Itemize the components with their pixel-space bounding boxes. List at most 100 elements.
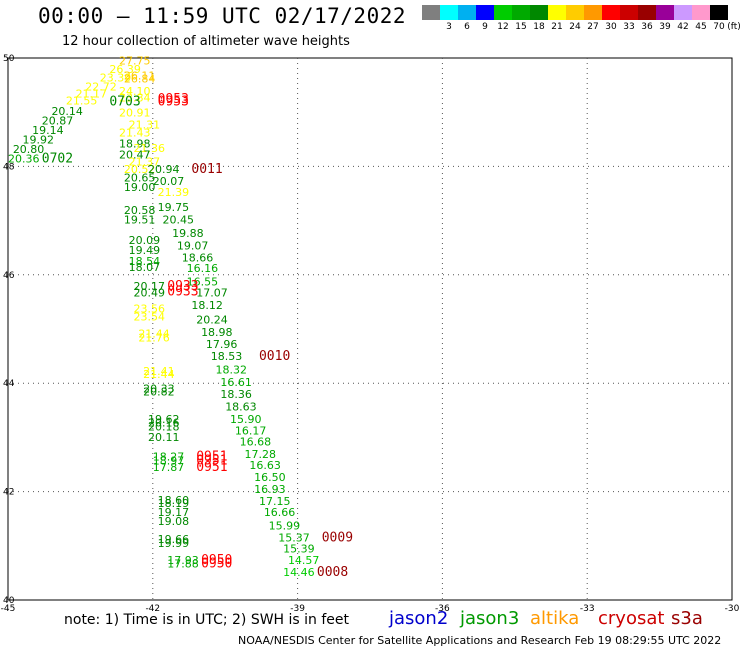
scale-swatch	[602, 5, 620, 20]
wave-height-label: 21.44	[143, 368, 175, 381]
wave-height-label: 21.39	[158, 186, 190, 199]
pass-time-label: 0933	[167, 279, 198, 294]
scale-swatch	[638, 5, 656, 20]
mission-label-jason3: jason3	[460, 608, 520, 629]
wave-height-label: 18.36	[220, 388, 252, 401]
scale-tick-label: 30	[605, 22, 617, 32]
pass-time-label: 0008	[317, 565, 348, 580]
wave-height-label: 18.98	[201, 326, 233, 339]
wave-height-label: 22.72	[85, 81, 117, 94]
scale-swatch	[674, 5, 692, 20]
wave-height-label: 18.19	[158, 497, 190, 510]
wave-height-label: 20.82	[143, 386, 175, 399]
wave-height-label: 20.07	[153, 175, 185, 188]
wave-height-label: 16.16	[187, 262, 219, 275]
footer-note: note: 1) Time is in UTC; 2) SWH is in fe…	[64, 612, 350, 628]
wave-height-label: 19.00	[124, 181, 156, 194]
scale-tick-label: 3	[446, 22, 452, 32]
wave-height-label: 19.66	[158, 533, 190, 546]
scale-swatch	[530, 5, 548, 20]
scale-tick-label: 42	[677, 22, 689, 32]
page-subtitle: 12 hour collection of altimeter wave hei…	[62, 34, 350, 49]
scale-swatch	[422, 5, 440, 20]
scale-tick-label: 15	[515, 22, 527, 32]
wave-height-label: 23.56	[133, 303, 165, 316]
wave-height-label: 18.60	[158, 494, 190, 507]
wave-height-label: 18.53	[211, 350, 243, 363]
wave-height-label: 17.87	[153, 461, 185, 474]
wave-height-label: 21.31	[129, 118, 161, 131]
wave-height-label: 16.68	[240, 436, 272, 449]
pass-time-label: 0010	[259, 349, 290, 364]
mission-label-jason2: jason2	[389, 608, 449, 629]
wave-height-label: 18.54	[129, 255, 161, 268]
scale-tick-label: 33	[623, 22, 635, 32]
scale-swatch	[710, 5, 728, 20]
wave-height-label: 18.07	[129, 261, 161, 274]
pass-time-label: 0951	[196, 460, 227, 475]
wave-height-label: 20.58	[124, 204, 156, 217]
pass-time-label: 0702	[42, 152, 73, 167]
pass-time-label: 0703	[109, 95, 140, 110]
wave-height-label: 17.93	[167, 554, 199, 567]
wave-height-label: 16.50	[254, 471, 286, 484]
wave-height-label: 21.44	[138, 328, 170, 341]
wave-height-label: 17.28	[245, 448, 276, 461]
y-tick-label: 44	[3, 379, 15, 389]
scale-swatch	[512, 5, 530, 20]
grid-layer	[8, 58, 732, 600]
wave-height-label: 18.12	[191, 299, 223, 312]
mission-label-cryosat: cryosat	[598, 608, 665, 629]
wave-height-label: 19.75	[158, 201, 190, 214]
wave-height-label: 24.10	[119, 85, 151, 98]
pass-time-label: 0953	[158, 95, 189, 110]
scale-tick-label: 24	[569, 22, 581, 32]
wave-height-label: 20.33	[143, 382, 175, 395]
wave-height-label: 18.63	[225, 400, 257, 413]
wave-height-label: 17.07	[196, 286, 228, 299]
pass-time-label: 0011	[191, 162, 222, 177]
pass-time-label: 0951	[196, 450, 227, 465]
scale-swatch	[656, 5, 674, 20]
wave-height-label: 19.07	[177, 239, 209, 252]
x-tick-label: -42	[145, 604, 160, 612]
wave-height-label: 20.52	[124, 163, 156, 176]
wave-height-label: 18.66	[182, 251, 214, 264]
scale-swatch	[494, 5, 512, 20]
wave-height-label: 19.17	[158, 506, 190, 519]
wave-height-label: 19.51	[124, 213, 156, 226]
wave-height-label: 16.61	[220, 376, 252, 389]
wave-height-label: 14.46	[283, 566, 315, 579]
scale-tick-label: 18	[533, 22, 545, 32]
wave-height-label: 20.09	[129, 234, 161, 247]
wave-height-label: 20.11	[148, 431, 180, 444]
wave-height-label: 15.99	[269, 520, 301, 533]
x-tick-label: -30	[725, 604, 740, 612]
wave-height-label: 27.75	[119, 55, 151, 68]
scale-swatch	[566, 5, 584, 20]
scale-unit-label: (ft)	[727, 22, 740, 32]
plot-frame	[7, 57, 733, 601]
wave-height-label: 18.32	[216, 363, 248, 376]
wave-height-label: 20.94	[148, 163, 180, 176]
wave-height-label: 20.91	[119, 107, 151, 120]
scale-swatch	[440, 5, 458, 20]
scale-swatch	[692, 5, 710, 20]
wave-height-label: 20.14	[51, 105, 83, 118]
scale-tick-label: 45	[695, 22, 707, 32]
pass-time-label: 0951	[196, 454, 227, 469]
scale-swatch	[458, 5, 476, 20]
wave-height-label: 20.45	[162, 213, 194, 226]
wave-height-label: 15.39	[283, 542, 315, 555]
pass-time-label: 0009	[322, 530, 353, 545]
wave-height-label: 21.37	[129, 155, 161, 168]
wave-height-label: 20.17	[133, 280, 165, 293]
scale-swatch	[548, 5, 566, 20]
x-tick-label: -39	[290, 604, 305, 612]
wave-height-label: 19.14	[32, 124, 64, 137]
wave-height-label: 16.17	[235, 425, 267, 438]
wave-height-label: 15.37	[278, 531, 310, 544]
scale-tick-label: 36	[641, 22, 653, 32]
wave-height-label: 19.92	[22, 134, 54, 147]
wave-height-label: 19.99	[158, 537, 190, 550]
